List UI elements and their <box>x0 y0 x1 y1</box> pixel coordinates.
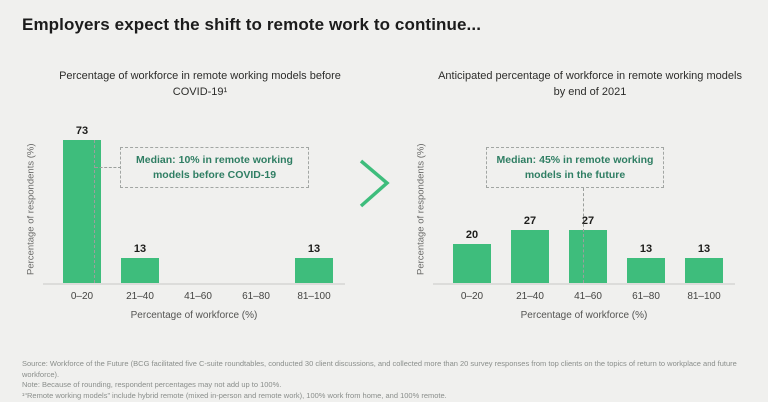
bar-41–60 <box>569 230 607 283</box>
bar-value-label: 13 <box>133 242 147 255</box>
x-tick-label: 21–40 <box>516 291 544 302</box>
bar-slot-21–40: 13 <box>111 133 169 283</box>
footer: Source: Workforce of the Future (BCG fac… <box>22 359 752 401</box>
y-axis-label: Percentage of respondents (%) <box>25 143 37 275</box>
x-tick-label: 0–20 <box>70 291 94 302</box>
bar-value-label: 13 <box>697 242 711 255</box>
x-axis-title: Percentage of workforce (%) <box>520 310 648 321</box>
bar-slot-21–40: 27 <box>501 133 559 283</box>
bar-slot-81–100: 13 <box>675 133 733 283</box>
bar-value-label: 13 <box>307 242 321 255</box>
chart-title: Anticipated percentage of workforce in r… <box>438 70 742 98</box>
x-tick-label: 41–60 <box>574 291 602 302</box>
x-tick-label: 81–100 <box>297 291 331 302</box>
footer-source: Source: Workforce of the Future (BCG fac… <box>22 359 737 379</box>
bar-61–80 <box>627 257 665 283</box>
footer-note: Note: Because of rounding, respondent pe… <box>22 380 282 389</box>
x-tick-label: 61–80 <box>242 291 270 302</box>
x-axis-line <box>433 283 735 285</box>
x-axis-ticks: 0–20 21–40 41–60 61–80 81–100 <box>433 291 735 305</box>
bar-81–100 <box>685 257 723 283</box>
bar-value-label: 27 <box>523 215 537 228</box>
bar-slot-0–20: 20 <box>443 133 501 283</box>
bar-21–40 <box>121 257 159 283</box>
median-annotation-box: Median: 45% in remote working models in … <box>486 147 664 188</box>
footer-footnote: ¹“Remote working models” include hybrid … <box>22 390 447 400</box>
bar-slot-41–60: 27 <box>559 133 617 283</box>
chevron-right-icon <box>356 157 394 216</box>
x-tick-label: 0–20 <box>460 291 484 302</box>
median-dashed-line <box>583 188 584 283</box>
bar-slot-0–20: 73 <box>53 125 111 283</box>
bar-slot-61–80: 13 <box>617 133 675 283</box>
median-connector-line <box>95 167 121 168</box>
bar-0–20 <box>63 140 101 283</box>
bar-value-label: 73 <box>75 125 89 138</box>
bar-slot-81–100: 13 <box>285 133 343 283</box>
chart-end-2021: Anticipated percentage of workforce in r… <box>390 0 768 340</box>
bar-81–100 <box>295 257 333 283</box>
x-tick-label: 41–60 <box>184 291 212 302</box>
x-tick-label: 61–80 <box>632 291 660 302</box>
chart-title: Percentage of workforce in remote workin… <box>59 70 341 98</box>
x-axis-title: Percentage of workforce (%) <box>130 310 258 321</box>
median-annotation-box: Median: 10% in remote working models bef… <box>120 147 309 188</box>
plot-area: 20 27 27 13 13 <box>433 133 735 283</box>
x-axis-line <box>43 283 345 285</box>
slide-title: Employers expect the shift to remote wor… <box>22 15 482 34</box>
bar-0–20 <box>453 243 491 283</box>
x-tick-label: 21–40 <box>126 291 154 302</box>
x-tick-label: 81–100 <box>687 291 721 302</box>
median-dashed-line <box>94 140 95 283</box>
bar-21–40 <box>511 230 549 283</box>
bar-value-label: 20 <box>465 228 479 241</box>
x-axis-ticks: 0–20 21–40 41–60 61–80 81–100 <box>43 291 345 305</box>
bar-value-label: 13 <box>639 242 653 255</box>
chart-before-covid: Percentage of workforce in remote workin… <box>0 0 378 340</box>
y-axis-label: Percentage of respondents (%) <box>415 143 427 275</box>
bar-value-label: 27 <box>581 215 595 228</box>
